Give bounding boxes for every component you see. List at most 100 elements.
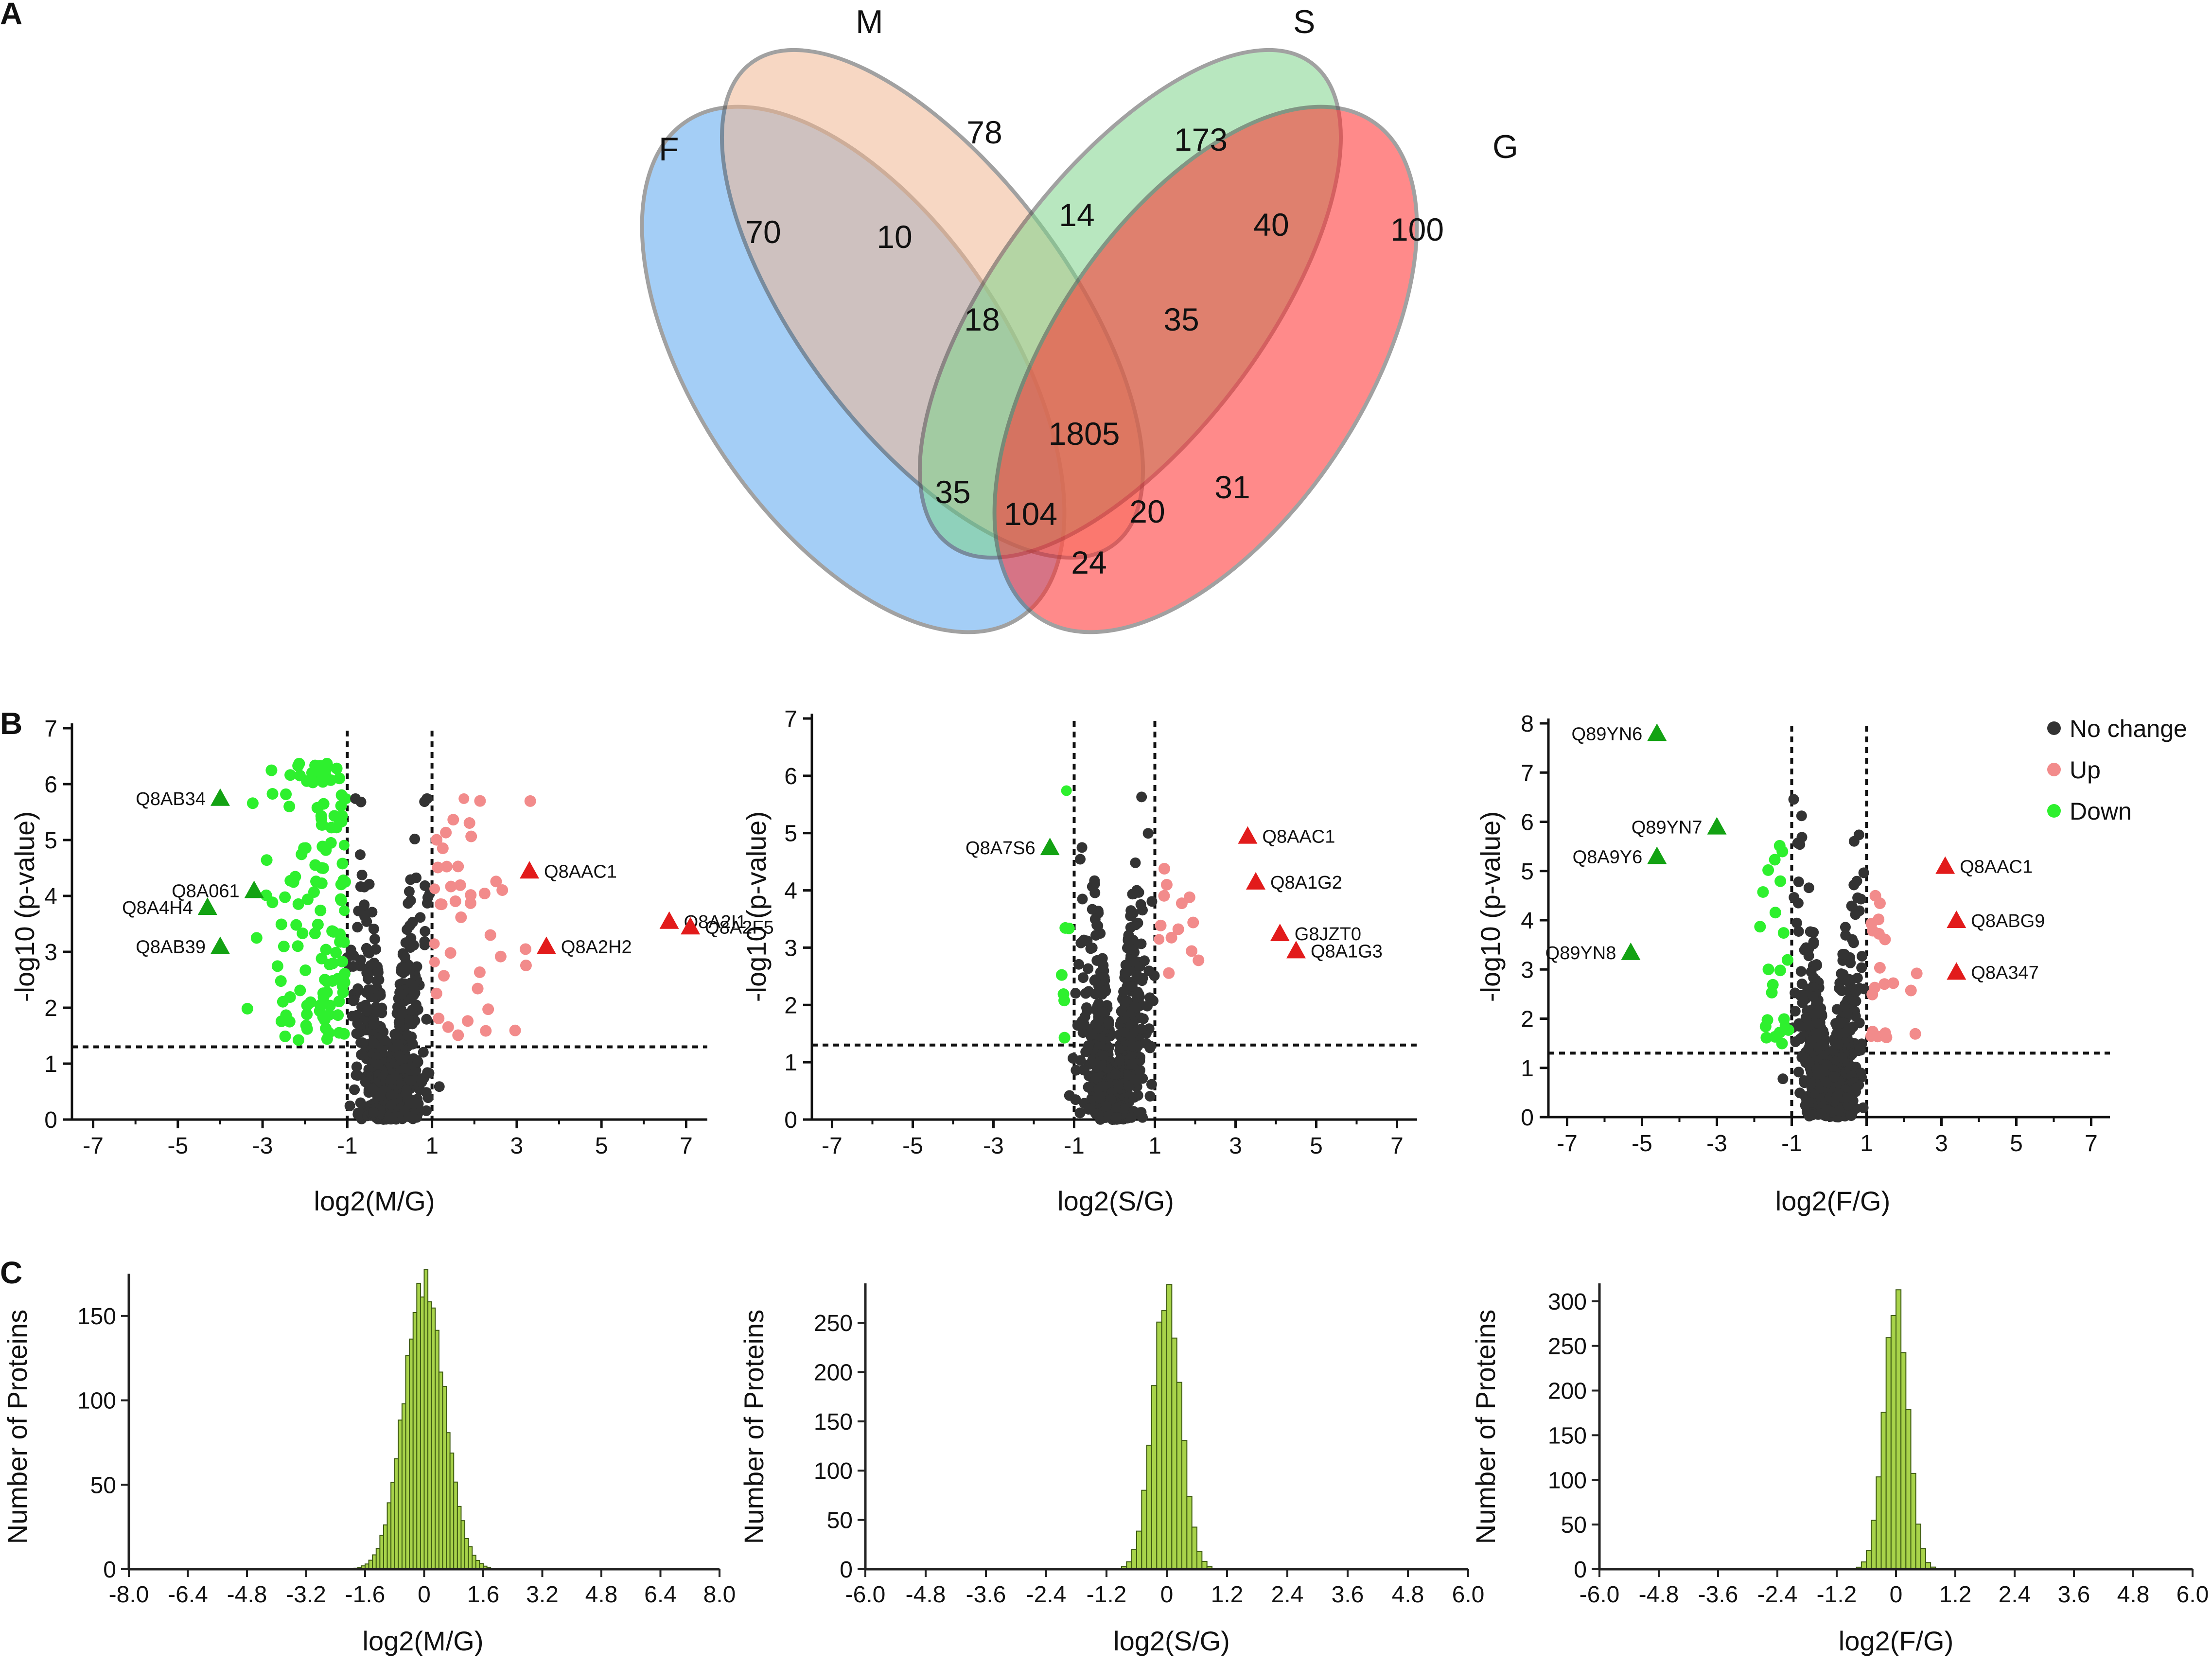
histogram-bar [475,1559,480,1570]
x-tick-label: 3 [1229,1133,1242,1159]
data-point [1839,949,1850,960]
data-point-up [452,860,464,873]
point-label: Q89YN6 [1572,724,1643,744]
histogram-bar [383,1524,388,1570]
data-point-down [1761,1014,1773,1026]
data-point [355,881,366,892]
data-point [1131,970,1142,981]
data-point [367,1083,378,1094]
venn-label-g: G [1492,128,1518,165]
x-tick-label: 3.6 [2058,1582,2090,1608]
data-point [410,1065,421,1076]
y-tick-label: 2 [784,993,797,1018]
data-point-down [275,975,287,987]
data-point [339,905,350,916]
histogram-bar [1880,1412,1887,1570]
data-point [1085,943,1096,954]
data-point [1847,1049,1858,1060]
x-tick-label: 1.2 [1939,1582,1972,1608]
data-point [415,912,426,923]
data-point-up [440,826,452,839]
data-point-down [292,898,304,910]
data-point-down [292,940,304,952]
data-point-down [279,891,291,903]
x-tick-label: 0 [1160,1582,1174,1608]
histogram-bar [449,1453,455,1570]
data-point-down [1781,954,1793,966]
y-tick-label: 6 [784,764,797,789]
data-point [1818,1039,1829,1050]
point-label: Q8AAC1 [544,861,617,882]
data-point [419,796,430,807]
data-point [408,940,419,951]
panel-label-a: A [0,0,22,31]
data-point-down [1058,995,1071,1007]
data-point [402,1030,413,1041]
data-point-up [1172,923,1184,935]
histogram-bar [398,1419,403,1570]
data-point [1837,1052,1848,1064]
point-label: Q8A1G2 [1270,873,1342,893]
data-point-up [1158,863,1170,875]
data-point [1130,919,1141,930]
data-point [360,1076,371,1087]
data-point [348,995,359,1006]
data-point-down [299,964,312,976]
data-point [1077,972,1088,983]
point-label: Q8A2H2 [561,937,632,958]
data-point [1103,1109,1114,1120]
y-tick-label: 0 [784,1107,797,1133]
data-point [408,989,420,1000]
data-point [1073,959,1085,970]
venn-label-f: F [659,131,679,168]
data-point [386,1112,398,1123]
data-point [1814,1064,1825,1075]
data-point-down [333,995,345,1007]
data-point-down [315,904,327,916]
data-point [352,983,364,994]
data-point [1852,892,1863,903]
histogram-bar [423,1269,429,1570]
data-point [1792,838,1803,849]
data-point-down [294,984,306,997]
data-point-up [1879,933,1891,946]
point-label: Q8A347 [1971,963,2038,983]
point-label: Q8AB34 [136,789,206,809]
x-tick-label: 5 [595,1133,608,1159]
x-tick-label: 1.6 [467,1582,500,1608]
data-point [1071,1065,1082,1076]
data-point-down [1760,1032,1773,1044]
data-point [408,980,419,991]
data-point [401,962,412,973]
data-point-up [440,860,453,873]
x-tick-label: -3.2 [286,1582,326,1608]
data-point [350,793,361,804]
point-label: Q89YN8 [1545,943,1616,963]
data-point [1132,1074,1143,1085]
data-point-down [292,1034,304,1046]
data-point-up [1158,890,1170,902]
volcano-plot-f-g: -log10 (p-value) log2(F/G) No change Up … [1475,711,2187,1216]
data-point-up [454,879,466,891]
data-point [1126,981,1138,992]
data-point [392,1039,404,1050]
data-point [1818,1050,1829,1061]
labeled-point-marker [210,936,230,954]
histogram-bar [1196,1551,1203,1570]
data-point [1806,1078,1817,1089]
x-tick-label: -5 [1632,1131,1652,1156]
data-point [1832,1038,1843,1050]
data-point-up [430,987,442,999]
data-point-up [452,1029,464,1041]
data-point [421,1014,432,1025]
data-point [421,1105,432,1116]
data-point [1123,1080,1134,1091]
data-point [1790,987,1801,998]
data-point [1074,1107,1086,1119]
data-point [1084,1103,1095,1114]
data-point [368,923,379,934]
point-label: Q8AAC1 [1262,827,1335,847]
data-point [1123,965,1134,977]
data-point-down [1757,886,1769,898]
data-point-up [1874,962,1886,974]
